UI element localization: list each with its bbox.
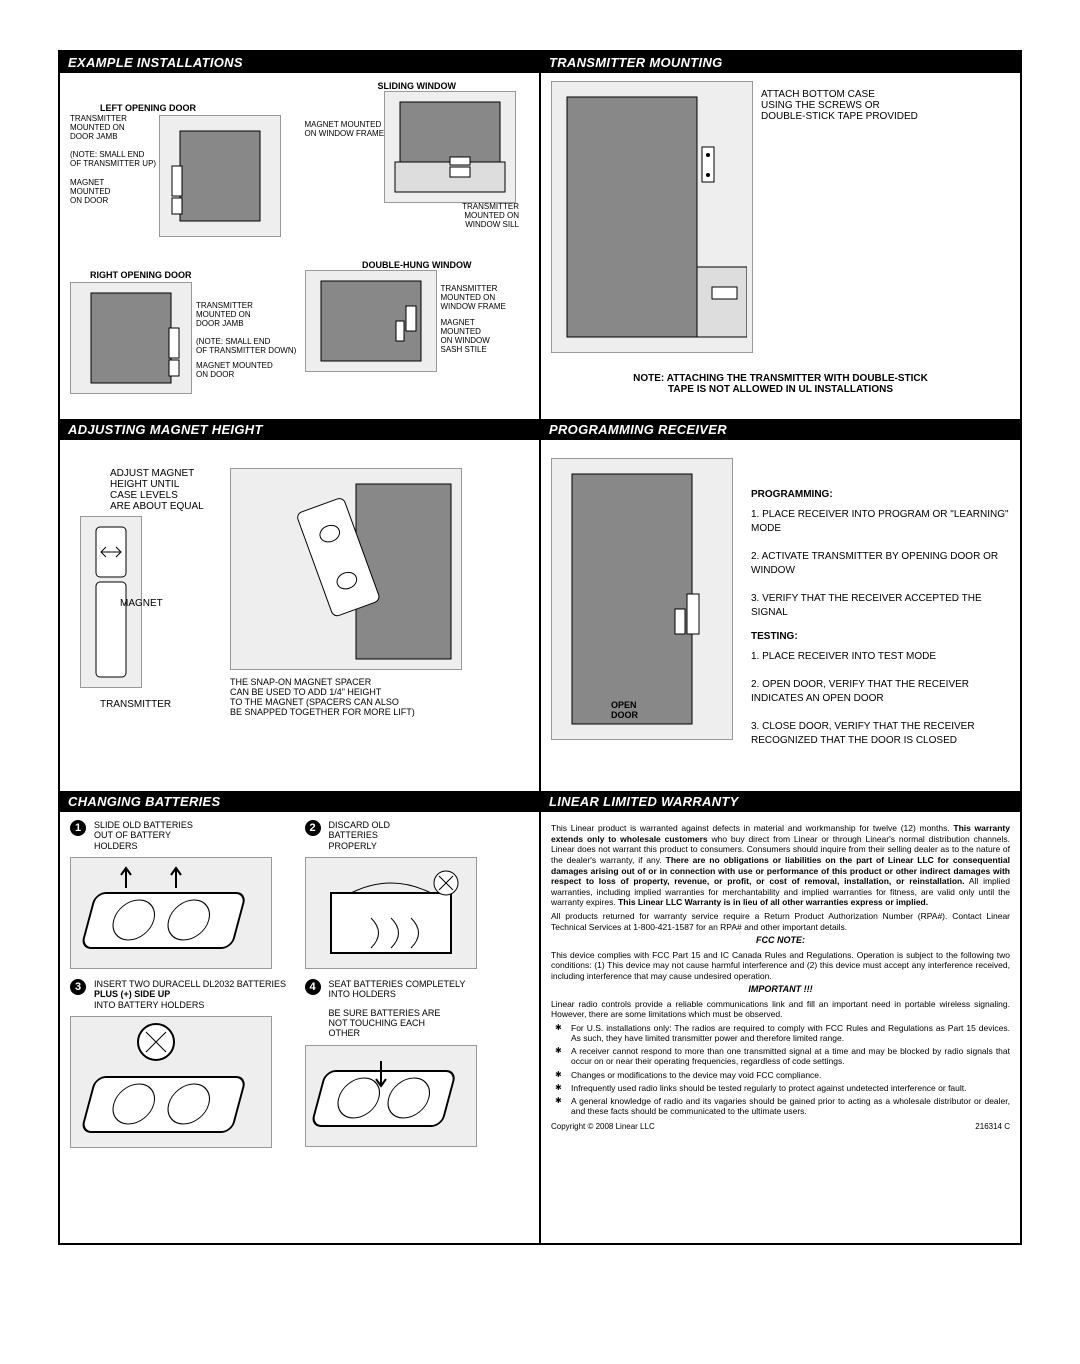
step-4-text2: BE SURE BATTERIES ARE NOT TOUCHING EACH …	[329, 1008, 466, 1039]
content-adjusting: ADJUST MAGNET HEIGHT UNTIL CASE LEVELS A…	[60, 440, 539, 791]
double-hung-diagram-icon	[305, 270, 437, 372]
col-adjusting: ADJUSTING MAGNET HEIGHT ADJUST MAGNET HE…	[60, 419, 541, 791]
test-step-3: 3. CLOSE DOOR, VERIFY THAT THE RECEIVER …	[751, 720, 1010, 748]
page: EXAMPLE INSTALLATIONS LEFT OPENING DOOR …	[58, 50, 1022, 1245]
label-double-tx: TRANSMITTER MOUNTED ON WINDOW FRAME	[441, 285, 516, 311]
step-1-badge: 1	[70, 820, 86, 836]
important-title: IMPORTANT !!!	[551, 984, 1010, 995]
header-batteries: CHANGING BATTERIES	[60, 791, 539, 812]
label-left-door-mag: MAGNET MOUNTED ON DOOR	[70, 179, 155, 205]
label-sliding-title: SLIDING WINDOW	[305, 81, 530, 91]
col-example-installations: EXAMPLE INSTALLATIONS LEFT OPENING DOOR …	[60, 52, 541, 419]
diagram-right-door: RIGHT OPENING DOOR TRANSMITTER MOUNTED O…	[70, 260, 295, 411]
label-right-door-note: (NOTE: SMALL END OF TRANSMITTER DOWN)	[196, 338, 286, 356]
prog-step-1: 1. PLACE RECEIVER INTO PROGRAM OR "LEARN…	[751, 508, 1010, 536]
right-door-diagram-icon	[70, 282, 192, 394]
row-1: EXAMPLE INSTALLATIONS LEFT OPENING DOOR …	[60, 52, 1020, 419]
header-example-installations: EXAMPLE INSTALLATIONS	[60, 52, 539, 73]
warranty-footer: Copyright © 2008 Linear LLC 216314 C	[551, 1122, 1010, 1132]
diagram-double-hung: DOUBLE-HUNG WINDOW TRANSMITTER MOUNTED O…	[305, 260, 530, 411]
label-mounting-note2: TAPE IS NOT ALLOWED IN UL INSTALLATIONS	[551, 384, 1010, 395]
label-spacer-text: THE SNAP-ON MAGNET SPACER CAN BE USED TO…	[230, 678, 529, 718]
col-programming: PROGRAMMING RECEIVER OPEN DOOR PROGRAMMI…	[541, 419, 1020, 791]
label-right-door-tx: TRANSMITTER MOUNTED ON DOOR JAMB	[196, 302, 286, 328]
label-left-door-title: LEFT OPENING DOOR	[100, 103, 295, 113]
label-right-door-mag: MAGNET MOUNTED ON DOOR	[196, 362, 286, 380]
programming-diagram-icon	[551, 458, 733, 740]
col-batteries: CHANGING BATTERIES 1 SLIDE OLD BATTERIES…	[60, 791, 541, 1243]
step-3-badge: 3	[70, 979, 86, 995]
content-transmitter-mounting: ATTACH BOTTOM CASE USING THE SCREWS OR D…	[541, 73, 1020, 419]
step-4-text: SEAT BATTERIES COMPLETELY INTO HOLDERS	[329, 979, 466, 1000]
battery-step1-diagram-icon	[70, 857, 272, 969]
header-programming: PROGRAMMING RECEIVER	[541, 419, 1020, 440]
label-sliding-mag: MAGNET MOUNTED ON WINDOW FRAME	[305, 121, 380, 203]
step-2-badge: 2	[305, 820, 321, 836]
row-2: ADJUSTING MAGNET HEIGHT ADJUST MAGNET HE…	[60, 419, 1020, 791]
battery-step4-diagram-icon	[305, 1045, 477, 1147]
label-magnet: MAGNET	[120, 598, 220, 609]
battery-step2-diagram-icon	[305, 857, 477, 969]
bullet-3: Changes or modifications to the device m…	[563, 1070, 1010, 1080]
content-batteries: 1 SLIDE OLD BATTERIES OUT OF BATTERY HOL…	[60, 812, 539, 1243]
important-bullets: For U.S. installations only: The radios …	[551, 1023, 1010, 1117]
docnum: 216314 C	[975, 1122, 1010, 1132]
header-adjusting: ADJUSTING MAGNET HEIGHT	[60, 419, 539, 440]
diagram-sliding-window: SLIDING WINDOW MAGNET MOUNTED ON WINDOW …	[305, 81, 530, 254]
warranty-p1: This Linear product is warranted against…	[551, 823, 1010, 908]
copyright: Copyright © 2008 Linear LLC	[551, 1122, 655, 1132]
test-step-1: 1. PLACE RECEIVER INTO TEST MODE	[751, 650, 1010, 664]
bullet-1: For U.S. installations only: The radios …	[563, 1023, 1010, 1043]
label-attach-text: ATTACH BOTTOM CASE USING THE SCREWS OR D…	[761, 89, 1010, 122]
heading-programming: PROGRAMMING:	[751, 488, 1010, 502]
heading-testing: TESTING:	[751, 630, 1010, 644]
battery-step-3: 3 INSERT TWO DURACELL DL2032 BATTERIES P…	[70, 979, 295, 1148]
col-transmitter-mounting: TRANSMITTER MOUNTING ATTACH BOTTOM CASE …	[541, 52, 1020, 419]
label-double-title: DOUBLE-HUNG WINDOW	[305, 260, 530, 270]
header-transmitter-mounting: TRANSMITTER MOUNTING	[541, 52, 1020, 73]
door-diagram-icon	[159, 115, 281, 237]
content-example-installations: LEFT OPENING DOOR TRANSMITTER MOUNTED ON…	[60, 73, 539, 419]
fcc-text: This device complies with FCC Part 15 an…	[551, 950, 1010, 982]
step-1-text: SLIDE OLD BATTERIES OUT OF BATTERY HOLDE…	[94, 820, 193, 851]
label-left-door-tx: TRANSMITTER MOUNTED ON DOOR JAMB	[70, 115, 155, 141]
programming-list: PROGRAMMING: 1. PLACE RECEIVER INTO PROG…	[751, 448, 1010, 748]
magnet-spacer-diagram-icon	[230, 468, 462, 670]
content-warranty: This Linear product is warranted against…	[541, 812, 1020, 1243]
battery-step-4: 4 SEAT BATTERIES COMPLETELY INTO HOLDERS…	[305, 979, 530, 1148]
warranty-p2: All products returned for warranty servi…	[551, 911, 1010, 932]
step-3-text: INSERT TWO DURACELL DL2032 BATTERIES PLU…	[94, 979, 295, 1010]
step-2-text: DISCARD OLD BATTERIES PROPERLY	[329, 820, 391, 851]
row-3: CHANGING BATTERIES 1 SLIDE OLD BATTERIES…	[60, 791, 1020, 1243]
important-intro: Linear radio controls provide a reliable…	[551, 999, 1010, 1020]
label-mounting-note1: NOTE: ATTACHING THE TRANSMITTER WITH DOU…	[551, 373, 1010, 384]
label-sliding-tx: TRANSMITTER MOUNTED ON WINDOW SILL	[305, 203, 520, 229]
battery-step3-diagram-icon	[70, 1016, 272, 1148]
mounting-diagram-icon	[551, 81, 753, 353]
prog-step-2: 2. ACTIVATE TRANSMITTER BY OPENING DOOR …	[751, 550, 1010, 578]
bullet-4: Infrequently used radio links should be …	[563, 1083, 1010, 1093]
content-programming: OPEN DOOR PROGRAMMING: 1. PLACE RECEIVER…	[541, 440, 1020, 791]
bullet-5: A general knowledge of radio and its vag…	[563, 1096, 1010, 1116]
battery-step-1: 1 SLIDE OLD BATTERIES OUT OF BATTERY HOL…	[70, 820, 295, 969]
col-warranty: LINEAR LIMITED WARRANTY This Linear prod…	[541, 791, 1020, 1243]
label-transmitter: TRANSMITTER	[100, 699, 220, 710]
fcc-title: FCC NOTE:	[551, 935, 1010, 946]
step-4-badge: 4	[305, 979, 321, 995]
prog-step-3: 3. VERIFY THAT THE RECEIVER ACCEPTED THE…	[751, 592, 1010, 620]
label-right-door-title: RIGHT OPENING DOOR	[90, 270, 295, 280]
battery-step-2: 2 DISCARD OLD BATTERIES PROPERLY	[305, 820, 530, 969]
label-double-mag: MAGNET MOUNTED ON WINDOW SASH STILE	[441, 319, 516, 354]
header-warranty: LINEAR LIMITED WARRANTY	[541, 791, 1020, 812]
sliding-window-diagram-icon	[384, 91, 516, 203]
bullet-2: A receiver cannot respond to more than o…	[563, 1046, 1010, 1066]
label-adjust-text: ADJUST MAGNET HEIGHT UNTIL CASE LEVELS A…	[110, 468, 220, 512]
diagram-left-door: LEFT OPENING DOOR TRANSMITTER MOUNTED ON…	[70, 81, 295, 254]
test-step-2: 2. OPEN DOOR, VERIFY THAT THE RECEIVER I…	[751, 678, 1010, 706]
label-left-door-note: (NOTE: SMALL END OF TRANSMITTER UP)	[70, 151, 155, 169]
